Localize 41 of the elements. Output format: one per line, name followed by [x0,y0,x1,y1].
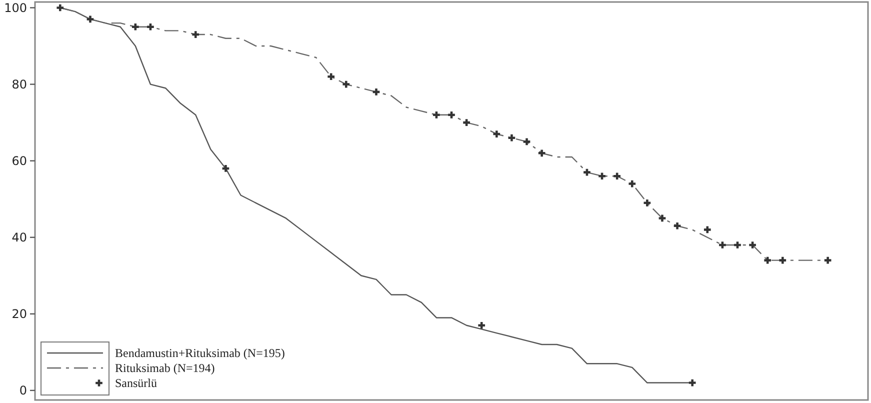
y-tick-label: 40 [12,230,27,245]
legend-label: Sansürlü [115,376,157,390]
point [538,150,546,157]
legend-label: Bendamustin+Rituksimab (N=195) [115,346,285,360]
point [192,31,200,38]
point [523,138,530,146]
y-tick-label: 20 [12,307,27,322]
point [704,226,711,234]
point [448,111,455,118]
point [658,214,666,222]
point [222,165,230,172]
point [132,23,139,30]
point [508,134,516,142]
y-tick-label: 100 [4,0,27,15]
point [749,242,756,248]
point [779,256,786,264]
point [328,73,334,80]
point [433,111,440,118]
point [734,242,741,248]
point [614,172,620,180]
y-tick-label: 80 [12,77,27,92]
point [463,119,470,126]
point [478,322,486,329]
point [86,16,94,23]
point [56,4,64,12]
point [644,199,651,206]
point [147,23,154,30]
point [628,180,636,188]
point [598,172,606,180]
point [688,379,696,386]
point [584,168,590,176]
y-tick-label: 60 [12,154,27,168]
legend-label: Rituksimab (N=194) [115,361,215,376]
point [342,80,350,88]
point [824,256,832,264]
point [493,130,500,138]
point [764,256,772,264]
point [719,242,726,248]
point [372,88,380,96]
y-tick-label: 0 [19,384,27,398]
point [674,222,681,230]
